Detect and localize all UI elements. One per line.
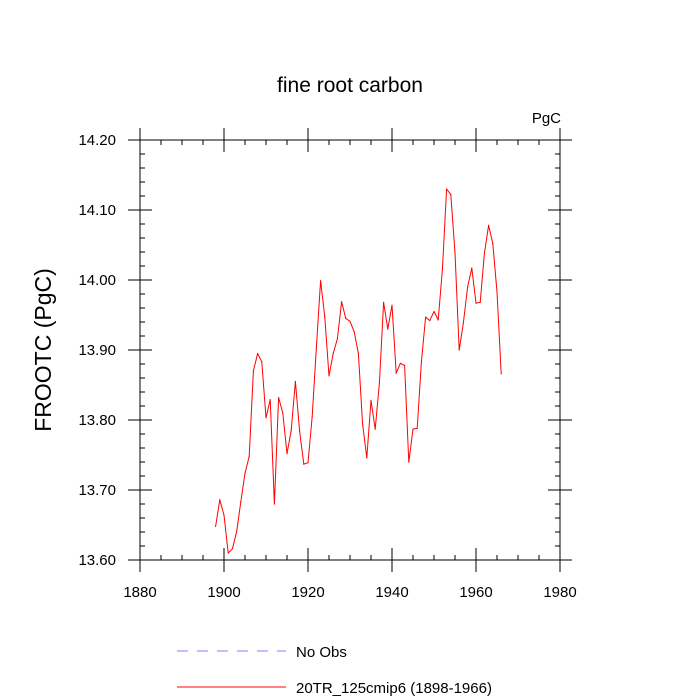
y-tick-label: 13.60 [78,552,116,569]
data-point [227,552,229,554]
data-point [391,304,393,306]
x-tick-label: 1960 [459,584,492,601]
data-point [475,302,477,304]
data-point [395,372,397,374]
data-point [357,352,359,355]
data-point [441,268,443,271]
data-point [273,503,275,505]
chart-title: fine root carbon [277,74,423,97]
y-tick-label: 13.90 [78,342,116,359]
y-axis-label: FROOTC (PgC) [30,268,56,432]
data-point [257,352,259,355]
data-point [366,457,368,459]
data-point [349,320,351,322]
data-point [496,291,498,293]
data-point [416,427,418,429]
x-tick-label: 1940 [375,584,408,601]
data-point [383,301,385,303]
data-point [311,415,313,418]
data-point [387,328,389,330]
data-point [299,430,301,432]
data-point [412,428,414,430]
data-point [328,375,330,377]
data-point [252,370,254,372]
legend: No Obs 20TR_125cmip6 (1898-1966) [177,644,492,697]
x-tick-label: 1980 [543,584,576,601]
x-tick-label: 1900 [207,584,240,601]
legend-label: No Obs [296,644,347,661]
data-point [324,316,326,318]
data-point [450,194,452,196]
x-tick-labels: 1880 1900 1920 1940 1960 1980 [123,584,576,601]
data-point [353,331,355,333]
data-point [420,361,422,363]
data-point [248,455,250,457]
data-point [488,224,490,226]
y-tick-label: 14.10 [78,202,116,219]
data-point [425,316,427,318]
data-point [408,461,410,463]
data-point [336,338,338,340]
data-point [404,364,406,366]
data-point [378,382,380,384]
data-point [483,252,485,254]
data-point [362,423,364,425]
x-tick-label: 1880 [123,584,156,601]
axis-ticks [128,128,572,572]
data-point [492,243,494,245]
data-point [374,428,376,430]
series-layer [215,188,502,554]
data-point [500,373,502,375]
data-point [437,319,439,321]
plot-frame [139,139,561,561]
data-point [332,352,334,355]
data-point [223,514,225,516]
data-point [219,499,221,501]
data-point [215,525,217,528]
units-label: PgC [532,110,561,127]
data-point [294,380,296,383]
data-point [446,188,448,190]
data-point [341,301,343,303]
data-point [231,548,233,550]
data-point [303,463,305,465]
data-point [429,320,431,322]
data-point [370,399,372,401]
data-point [278,397,280,399]
y-tick-label: 13.70 [78,482,116,499]
data-point [265,417,267,419]
x-tick-label: 1920 [291,584,324,601]
data-point [345,317,347,320]
data-point [261,361,263,363]
data-point [433,310,435,313]
data-point [286,453,288,455]
data-point [471,267,473,269]
data-point [479,301,481,303]
data-point [315,346,317,348]
data-point [467,286,469,288]
data-point [399,362,401,364]
data-point [454,252,456,254]
series-line [215,188,502,554]
data-point [320,280,322,282]
data-point [307,462,309,464]
y-tick-label: 14.20 [78,132,116,149]
y-tick-label: 13.80 [78,412,116,429]
y-tick-label: 14.00 [78,272,116,289]
data-point [290,429,292,432]
legend-label: 20TR_125cmip6 (1898-1966) [296,680,492,697]
data-point [282,412,284,414]
data-point [240,501,242,503]
data-point [462,322,464,324]
data-point [458,349,460,351]
data-point [236,531,238,533]
data-point [244,472,246,474]
data-point [269,399,271,401]
y-tick-labels: 13.60 13.70 13.80 13.90 14.00 14.10 14.20 [78,132,116,569]
